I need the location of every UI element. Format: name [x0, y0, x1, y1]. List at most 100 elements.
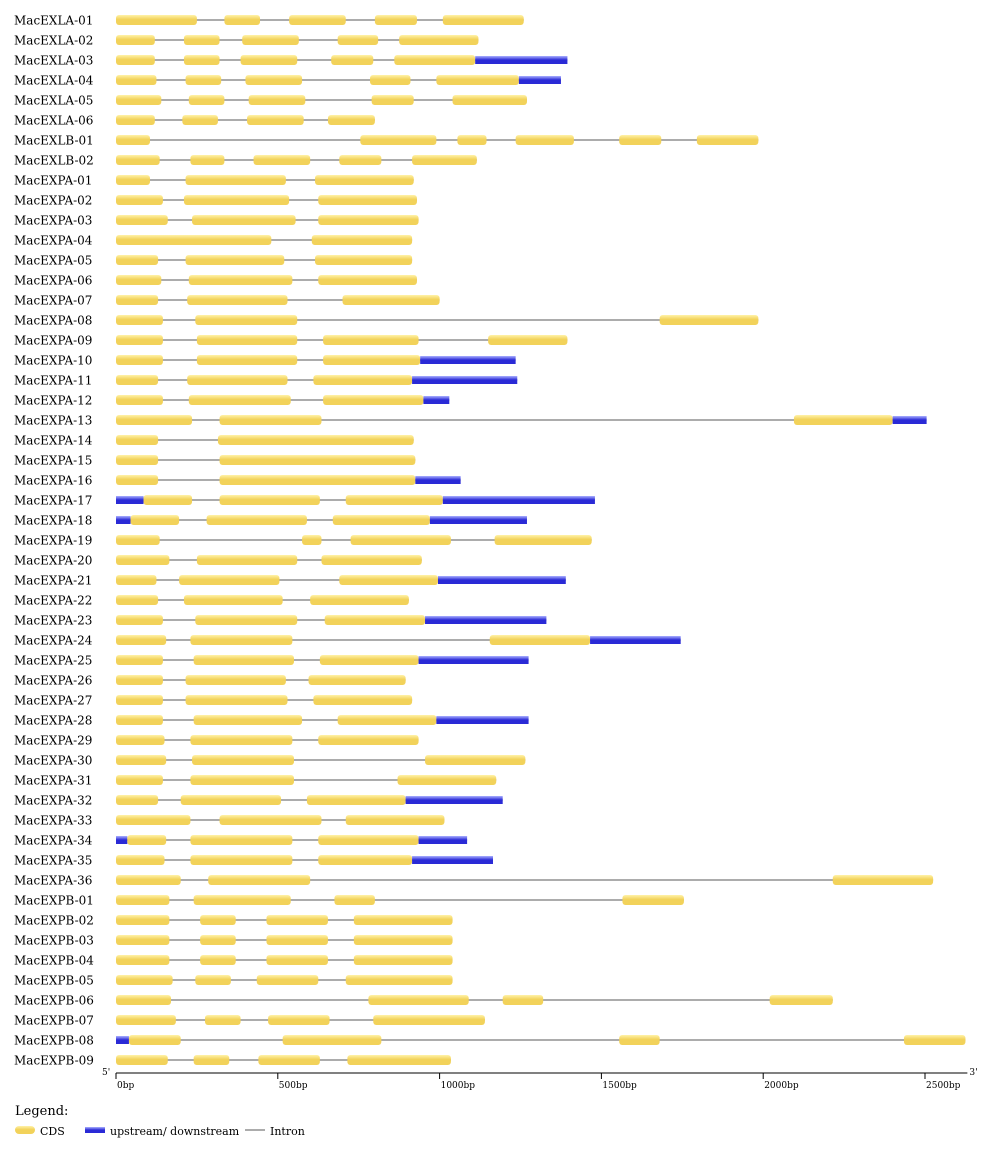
- gene-label: MacEXPA-26: [14, 674, 92, 688]
- cds-exon: [190, 775, 294, 785]
- cds-exon: [266, 955, 328, 965]
- gene-label: MacEXPA-21: [14, 574, 92, 588]
- cds-exon: [195, 315, 298, 325]
- cds-exon: [318, 215, 419, 225]
- cds-exon: [116, 875, 181, 885]
- cds-exon: [116, 575, 157, 585]
- axis-tick-label: 2500bp: [926, 1081, 961, 1091]
- utr-segment: [418, 836, 468, 844]
- cds-exon: [339, 575, 438, 585]
- cds-exon: [219, 415, 322, 425]
- gene-label: MacEXPA-34: [14, 834, 93, 848]
- gene-label: MacEXPA-25: [14, 654, 92, 668]
- gene-label: MacEXPA-14: [14, 434, 93, 448]
- legend-cds-swatch: [15, 1126, 35, 1134]
- cds-exon: [353, 915, 453, 925]
- cds-exon: [185, 175, 286, 185]
- cds-exon: [394, 55, 476, 65]
- gene-label: MacEXPB-01: [14, 894, 94, 908]
- gene-row: MacEXPA-05: [14, 254, 413, 268]
- gene-row: MacEXPA-21: [14, 574, 566, 588]
- gene-row: MacEXPA-07: [14, 294, 440, 308]
- gene-label: MacEXPB-08: [14, 1034, 94, 1048]
- cds-exon: [347, 1055, 451, 1065]
- cds-exon: [266, 915, 328, 925]
- gene-label: MacEXPB-03: [14, 934, 94, 948]
- cds-exon: [345, 495, 443, 505]
- utr-segment: [116, 496, 144, 504]
- gene-row: MacEXPA-35: [14, 854, 493, 868]
- cds-exon: [190, 855, 293, 865]
- gene-label: MacEXPA-24: [14, 634, 93, 648]
- gene-row: MacEXPB-06: [14, 994, 833, 1008]
- gene-label: MacEXPB-06: [14, 994, 94, 1008]
- cds-exon: [308, 675, 406, 685]
- cds-exon: [345, 815, 445, 825]
- cds-exon: [116, 315, 163, 325]
- cds-exon: [116, 695, 163, 705]
- gene-label: MacEXPA-27: [14, 694, 92, 708]
- utr-segment: [423, 396, 450, 404]
- cds-exon: [515, 135, 574, 145]
- cds-exon: [208, 875, 311, 885]
- axis-tick-label: 1500bp: [602, 1081, 637, 1091]
- cds-exon: [116, 195, 163, 205]
- cds-exon: [116, 435, 159, 445]
- gene-row: MacEXLA-04: [14, 74, 561, 88]
- cds-exon: [306, 795, 406, 805]
- cds-exon: [183, 35, 220, 45]
- cds-exon: [311, 235, 413, 245]
- cds-exon: [116, 955, 170, 965]
- gene-row: MacEXPA-34: [14, 834, 468, 848]
- cds-exon: [247, 115, 304, 125]
- gene-label: MacEXPB-04: [14, 954, 94, 968]
- cds-exon: [502, 995, 544, 1005]
- gene-label: MacEXPA-11: [14, 374, 92, 388]
- cds-exon: [619, 135, 662, 145]
- gene-row: MacEXPA-25: [14, 654, 529, 668]
- cds-exon: [116, 175, 150, 185]
- cds-exon: [116, 115, 155, 125]
- gene-row: MacEXPB-04: [14, 954, 453, 968]
- gene-label: MacEXPA-31: [14, 774, 92, 788]
- cds-exon: [116, 655, 163, 665]
- gene-label: MacEXPB-02: [14, 914, 94, 928]
- cds-exon: [337, 715, 437, 725]
- gene-row: MacEXPA-36: [14, 874, 934, 888]
- cds-exon: [659, 315, 759, 325]
- gene-label: MacEXPA-06: [14, 274, 92, 288]
- gene-row: MacEXPA-31: [14, 774, 497, 788]
- cds-exon: [370, 75, 411, 85]
- cds-exon: [494, 535, 592, 545]
- cds-exon: [116, 395, 163, 405]
- axis-tick-label: 2000bp: [764, 1081, 799, 1091]
- gene-row: MacEXLA-02: [14, 34, 479, 48]
- gene-label: MacEXPB-07: [14, 1014, 94, 1028]
- cds-exon: [190, 835, 293, 845]
- cds-exon: [452, 95, 527, 105]
- cds-exon: [192, 215, 296, 225]
- cds-exon: [195, 975, 231, 985]
- gene-label: MacEXPA-04: [14, 234, 93, 248]
- utr-segment: [116, 516, 131, 524]
- gene-row: MacEXPA-17: [14, 494, 595, 508]
- gene-row: MacEXLB-01: [14, 134, 759, 148]
- cds-exon: [488, 335, 568, 345]
- cds-exon: [193, 895, 291, 905]
- cds-exon: [219, 495, 320, 505]
- cds-exon: [489, 635, 591, 645]
- cds-exon: [130, 515, 180, 525]
- gene-row: MacEXPA-14: [14, 434, 414, 448]
- gene-label: MacEXLA-06: [14, 114, 93, 128]
- cds-exon: [116, 795, 159, 805]
- cds-exon: [116, 415, 193, 425]
- utr-segment: [412, 376, 518, 384]
- cds-exon: [116, 275, 162, 285]
- axis-5prime-label: 5': [102, 1068, 110, 1078]
- gene-row: MacEXPB-05: [14, 974, 453, 988]
- gene-row: MacEXPB-02: [14, 914, 453, 928]
- cds-exon: [116, 995, 172, 1005]
- gene-row: MacEXLA-01: [14, 14, 524, 28]
- cds-exon: [188, 275, 293, 285]
